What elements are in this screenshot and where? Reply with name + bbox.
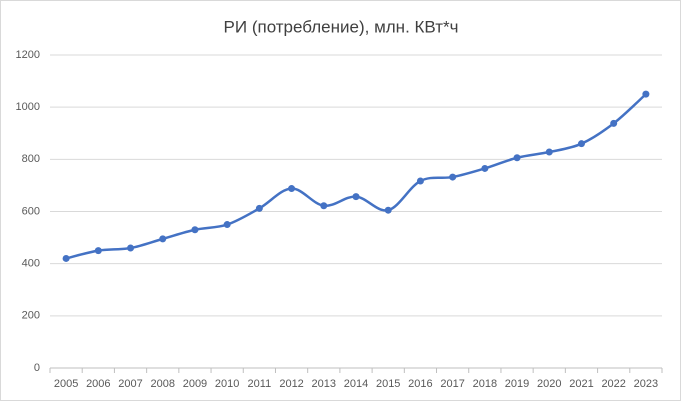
y-tick-label: 800 [22, 153, 40, 165]
data-point [191, 226, 199, 234]
x-tick-label: 2005 [54, 378, 78, 390]
x-tick-label: 2014 [344, 378, 368, 390]
x-tick-label: 2006 [86, 378, 110, 390]
data-point [288, 185, 296, 193]
x-tick-label: 2008 [150, 378, 174, 390]
y-tick-label: 200 [22, 310, 40, 322]
y-tick-label: 0 [34, 362, 40, 374]
data-point [642, 90, 650, 98]
x-tick-label: 2009 [183, 378, 207, 390]
data-point [62, 254, 70, 262]
x-tick-label: 2007 [118, 378, 142, 390]
data-point [416, 177, 424, 185]
x-tick-label: 2018 [473, 378, 497, 390]
chart-title: РИ (потребление), млн. КВт*ч [224, 17, 459, 36]
x-tick-label: 2021 [569, 378, 593, 390]
y-tick-label: 1000 [16, 101, 40, 113]
y-tick-label: 600 [22, 205, 40, 217]
y-tick-label: 400 [22, 258, 40, 270]
data-point [384, 206, 392, 214]
x-tick-label: 2013 [312, 378, 336, 390]
x-tick-label: 2023 [634, 378, 658, 390]
data-point [94, 247, 102, 255]
data-point [255, 204, 263, 212]
data-point [513, 154, 521, 162]
data-point [223, 221, 231, 229]
data-point [127, 244, 135, 252]
x-tick-label: 2015 [376, 378, 400, 390]
x-tick-label: 2020 [537, 378, 561, 390]
x-tick-label: 2017 [440, 378, 464, 390]
x-tick-label: 2011 [248, 378, 272, 390]
y-tick-label: 1200 [16, 49, 40, 61]
x-tick-label: 2019 [505, 378, 529, 390]
data-point [545, 148, 553, 156]
data-point [577, 140, 585, 148]
x-tick-label: 2016 [408, 378, 432, 390]
data-point [352, 193, 360, 201]
data-point [159, 235, 167, 243]
data-point [449, 173, 457, 181]
data-point [610, 119, 618, 127]
x-tick-label: 2012 [279, 378, 303, 390]
x-tick-label: 2010 [215, 378, 239, 390]
x-tick-label: 2022 [601, 378, 625, 390]
data-point [320, 202, 328, 210]
data-point [481, 164, 489, 172]
